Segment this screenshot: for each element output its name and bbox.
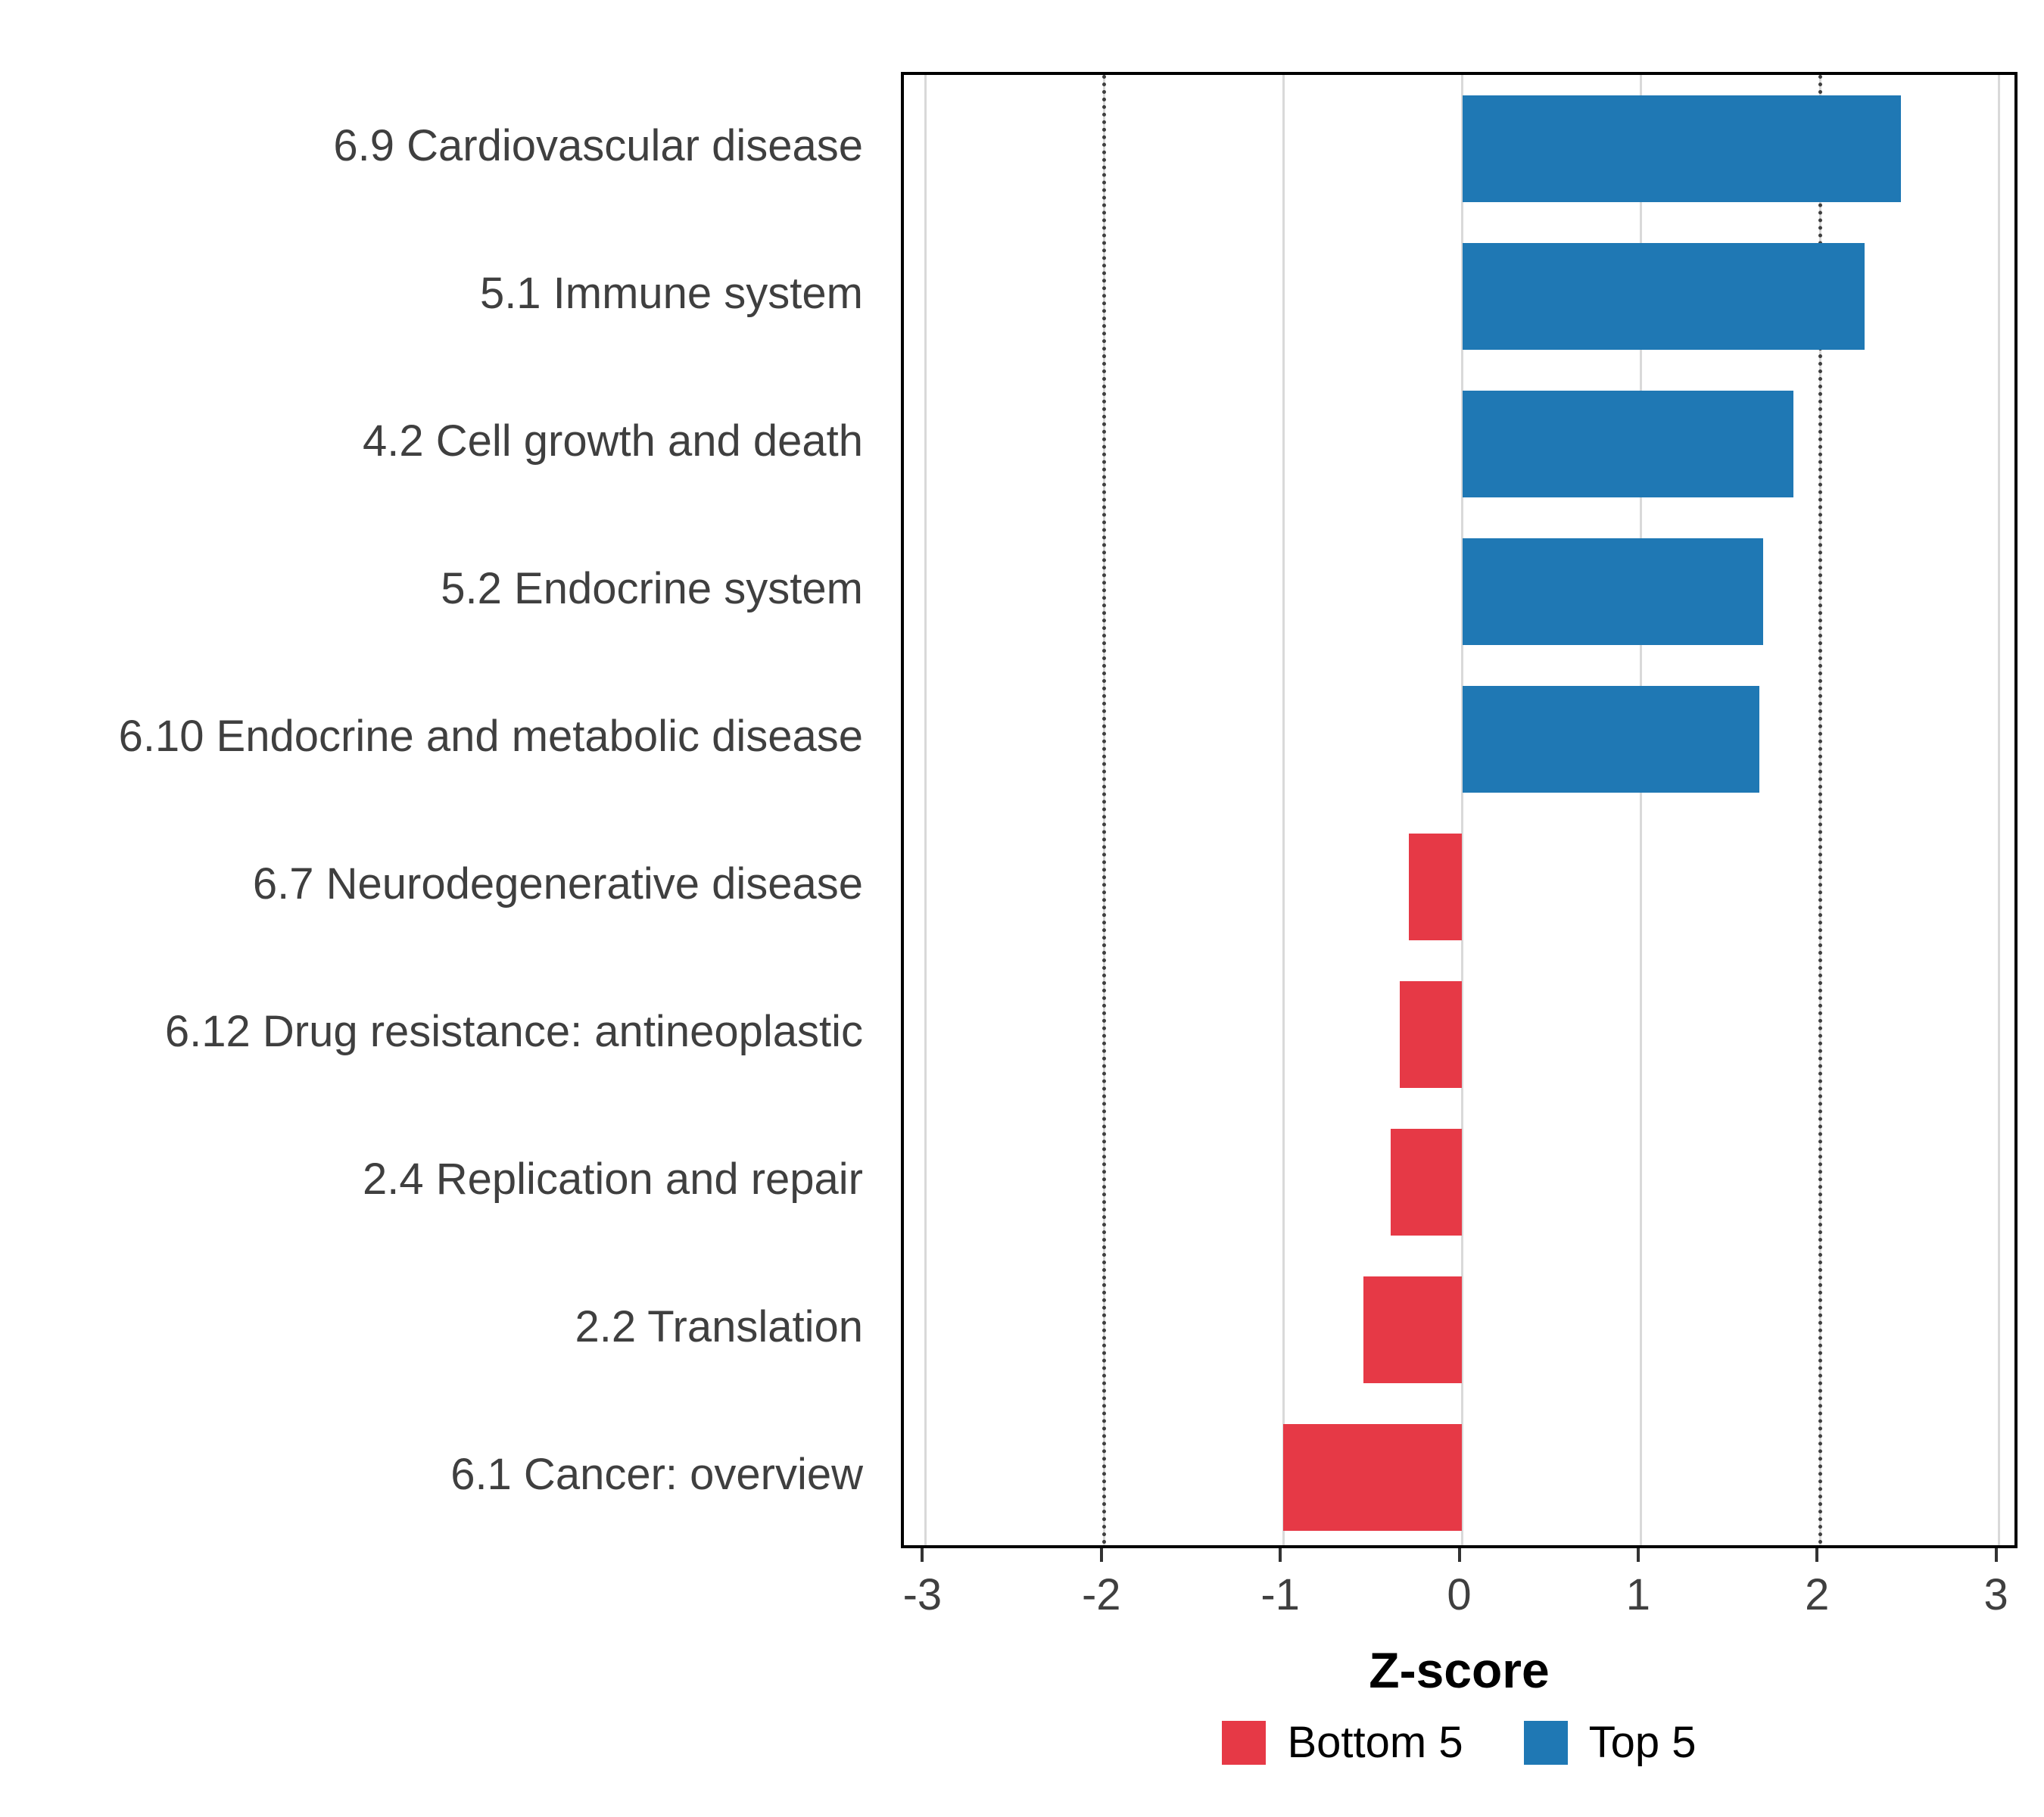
- plot-panel: [901, 72, 2018, 1548]
- legend-swatch-bottom5: [1222, 1720, 1267, 1765]
- gridline-x: [924, 75, 927, 1545]
- legend-label-top5: Top 5: [1588, 1718, 1697, 1767]
- x-axis-tick-label: 3: [1983, 1570, 2008, 1619]
- x-axis-tick-label: -2: [1081, 1570, 1121, 1619]
- x-axis-tick: [1994, 1548, 1998, 1562]
- bar: [1462, 686, 1759, 793]
- x-axis-tick-label: -3: [902, 1570, 943, 1619]
- x-axis-tick: [1099, 1548, 1103, 1562]
- legend: Bottom 5 Top 5: [901, 1717, 2018, 1768]
- bar: [1408, 834, 1463, 940]
- x-axis-tick-label: 1: [1625, 1570, 1650, 1619]
- y-axis-label: 6.7 Neurodegenerative disease: [252, 859, 863, 908]
- gridline-x: [1461, 75, 1463, 1545]
- legend-label-bottom5: Bottom 5: [1287, 1718, 1463, 1767]
- reference-line: [1818, 75, 1822, 1545]
- y-axis-label: 6.12 Drug resistance: antineoplastic: [164, 1007, 863, 1056]
- y-axis-label: 6.9 Cardiovascular disease: [333, 121, 863, 170]
- bar: [1462, 391, 1793, 497]
- x-axis-tick-label: -1: [1260, 1570, 1300, 1619]
- x-axis-title: Z-score: [1369, 1642, 1550, 1698]
- y-axis-label: 5.1 Immune system: [479, 269, 863, 318]
- reference-line: [1102, 75, 1107, 1545]
- bar: [1462, 243, 1865, 350]
- bar: [1390, 1129, 1463, 1236]
- gridline-x: [1998, 75, 2001, 1545]
- x-axis-tick-label: 0: [1447, 1570, 1472, 1619]
- x-axis-tick: [1636, 1548, 1640, 1562]
- x-axis-tick-label: 2: [1805, 1570, 1830, 1619]
- y-axis-label: 4.2 Cell growth and death: [363, 416, 863, 466]
- y-axis-label: 2.2 Translation: [575, 1302, 863, 1351]
- bar: [1363, 1276, 1463, 1383]
- bar: [1462, 538, 1763, 645]
- legend-item-top5: Top 5: [1523, 1717, 1697, 1768]
- x-axis-tick: [1457, 1548, 1461, 1562]
- bar: [1462, 95, 1901, 202]
- legend-item-bottom5: Bottom 5: [1222, 1717, 1463, 1768]
- bar: [1399, 981, 1463, 1088]
- y-axis-label: 5.2 Endocrine system: [441, 564, 863, 613]
- legend-swatch-top5: [1523, 1720, 1568, 1765]
- y-axis-label: 6.10 Endocrine and metabolic disease: [118, 712, 863, 761]
- x-axis: -3 -2 -1 0 1 2 3: [901, 1548, 2018, 1647]
- gridline-x: [1282, 75, 1285, 1545]
- gridline-x: [1640, 75, 1643, 1545]
- x-axis-tick: [1279, 1548, 1282, 1562]
- y-axis-labels: 6.9 Cardiovascular disease 5.1 Immune sys…: [0, 72, 863, 1548]
- x-axis-tick: [1815, 1548, 1819, 1562]
- bar: [1283, 1424, 1463, 1531]
- y-axis-label: 6.1 Cancer: overview: [450, 1450, 863, 1499]
- x-axis-tick: [921, 1548, 924, 1562]
- y-axis-label: 2.4 Replication and repair: [363, 1155, 863, 1204]
